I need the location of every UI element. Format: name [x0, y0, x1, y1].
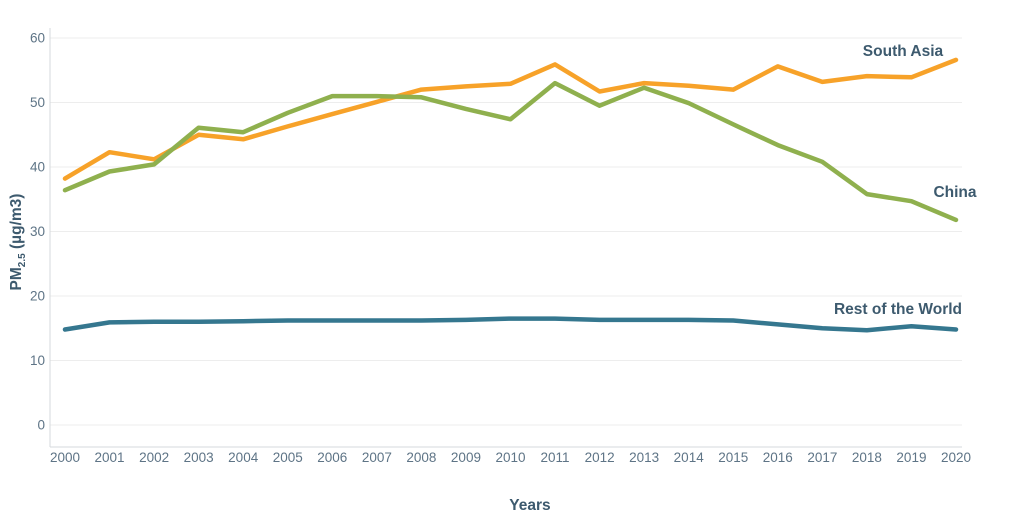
south-asia-label: South Asia	[863, 43, 944, 60]
x-tick-label-2015: 2015	[718, 450, 748, 465]
y-tick-label-60: 60	[30, 31, 45, 46]
x-tick-label-2005: 2005	[273, 450, 303, 465]
x-tick-label-2008: 2008	[406, 450, 436, 465]
y-tick-label-20: 20	[30, 289, 45, 304]
y-axis-title: PM2.5 (µg/m3)	[8, 194, 28, 291]
x-tick-label-2017: 2017	[807, 450, 837, 465]
x-tick-label-2013: 2013	[629, 450, 659, 465]
x-tick-label-2009: 2009	[451, 450, 481, 465]
series-lines	[62, 57, 959, 333]
x-tick-label-2001: 2001	[95, 450, 125, 465]
x-tick-label-2010: 2010	[495, 450, 525, 465]
x-tick-label-2007: 2007	[362, 450, 392, 465]
x-tick-label-2004: 2004	[228, 450, 259, 465]
rest-of-the-world-line	[62, 316, 959, 333]
x-tick-label-2002: 2002	[139, 450, 169, 465]
south-asia-line	[62, 57, 959, 181]
x-tick-label-2019: 2019	[896, 450, 926, 465]
x-axis-tick-labels: 2000 2001 2002 2003 2004 2005 2006 2007 2008 2009…	[50, 450, 971, 465]
rest-of-the-world-label: Rest of the World	[834, 301, 962, 318]
series-labels: South Asia China Rest of the World	[834, 43, 977, 318]
x-tick-label-2012: 2012	[585, 450, 615, 465]
x-tick-label-2003: 2003	[184, 450, 214, 465]
y-axis-title-rest: (µg/m3)	[8, 194, 25, 254]
x-tick-label-2014: 2014	[674, 450, 705, 465]
y-axis-tick-labels: 0 10 20 30 40 50 60	[30, 31, 45, 433]
y-tick-label-30: 30	[30, 224, 45, 239]
y-tick-label-10: 10	[30, 353, 45, 368]
gridlines	[50, 37, 962, 426]
y-tick-label-40: 40	[30, 160, 45, 175]
x-tick-label-2020: 2020	[941, 450, 971, 465]
x-tick-label-2016: 2016	[763, 450, 793, 465]
x-axis-title: Years	[509, 497, 550, 514]
x-tick-label-2006: 2006	[317, 450, 347, 465]
china-line	[62, 80, 959, 223]
china-label: China	[933, 184, 976, 201]
y-axis-title-subscript: 2.5	[17, 253, 28, 267]
x-tick-label-2018: 2018	[852, 450, 882, 465]
y-tick-label-50: 50	[30, 95, 45, 110]
x-tick-label-2000: 2000	[50, 450, 80, 465]
y-axis-title-main: PM	[8, 267, 25, 290]
y-tick-label-0: 0	[37, 418, 45, 433]
x-tick-label-2011: 2011	[541, 450, 570, 465]
